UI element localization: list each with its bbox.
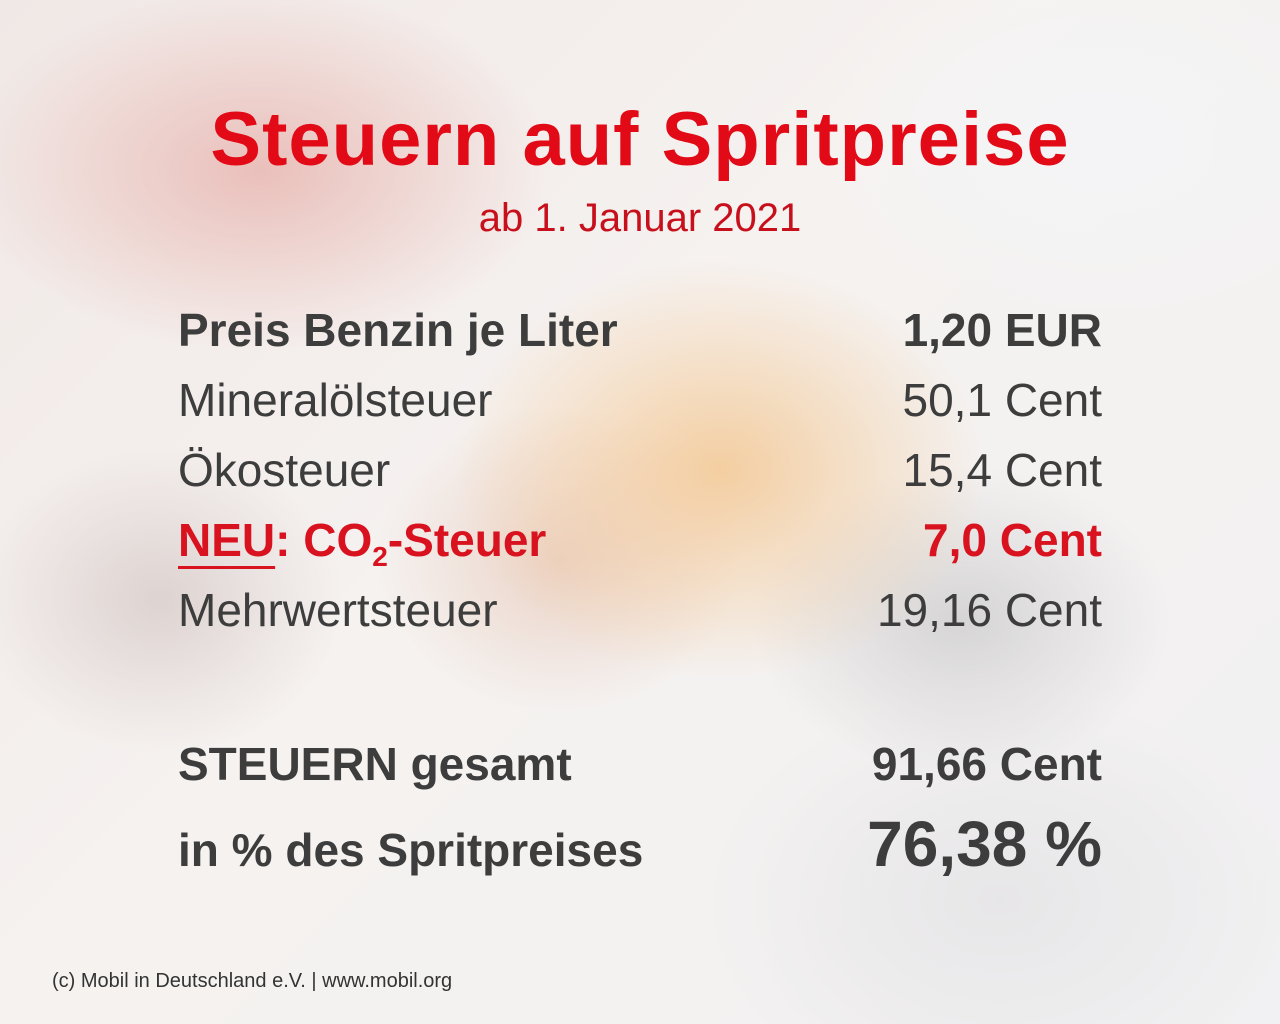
row-oekosteuer-value: 15,4 Cent	[902, 444, 1102, 496]
row-percent: in % des Spritpreises 76,38 %	[178, 808, 1102, 880]
row-steuern-gesamt-value: 91,66 Cent	[871, 738, 1102, 790]
row-price-value: 1,20 EUR	[902, 304, 1102, 356]
row-oekosteuer: Ökosteuer 15,4 Cent	[178, 440, 1102, 500]
row-mineraloelsteuer: Mineralölsteuer 50,1 Cent	[178, 370, 1102, 430]
neu-badge: NEU	[178, 514, 276, 566]
row-co2-steuer-value: 7,0 Cent	[923, 514, 1102, 566]
co2-label-text: : CO	[275, 514, 373, 566]
co2-label-suffix: -Steuer	[387, 514, 547, 566]
row-price-label: Preis Benzin je Liter	[178, 304, 618, 356]
row-percent-value: 76,38 %	[867, 808, 1102, 880]
page-subtitle: ab 1. Januar 2021	[478, 196, 802, 240]
row-mineraloelsteuer-value: 50,1 Cent	[902, 374, 1102, 426]
row-mehrwertsteuer-label: Mehrwertsteuer	[178, 584, 498, 636]
row-mehrwertsteuer: Mehrwertsteuer 19,16 Cent	[178, 580, 1102, 640]
row-co2-steuer-label: NEU: CO2-Steuer	[178, 510, 547, 572]
page-title: Steuern auf Spritpreise	[210, 97, 1070, 182]
co2-subscript: 2	[372, 541, 388, 572]
row-co2-steuer: NEU: CO2-Steuer 7,0 Cent	[178, 510, 1102, 572]
row-price: Preis Benzin je Liter 1,20 EUR	[178, 300, 1102, 360]
row-oekosteuer-label: Ökosteuer	[178, 444, 391, 496]
copyright-footer: (c) Mobil in Deutschland e.V. | www.mobi…	[52, 970, 453, 992]
row-steuern-gesamt-label: STEUERN gesamt	[178, 738, 572, 790]
row-mineraloelsteuer-label: Mineralölsteuer	[178, 374, 493, 426]
row-steuern-gesamt: STEUERN gesamt 91,66 Cent	[178, 734, 1102, 794]
row-mehrwertsteuer-value: 19,16 Cent	[876, 584, 1102, 636]
row-percent-label: in % des Spritpreises	[178, 824, 644, 876]
